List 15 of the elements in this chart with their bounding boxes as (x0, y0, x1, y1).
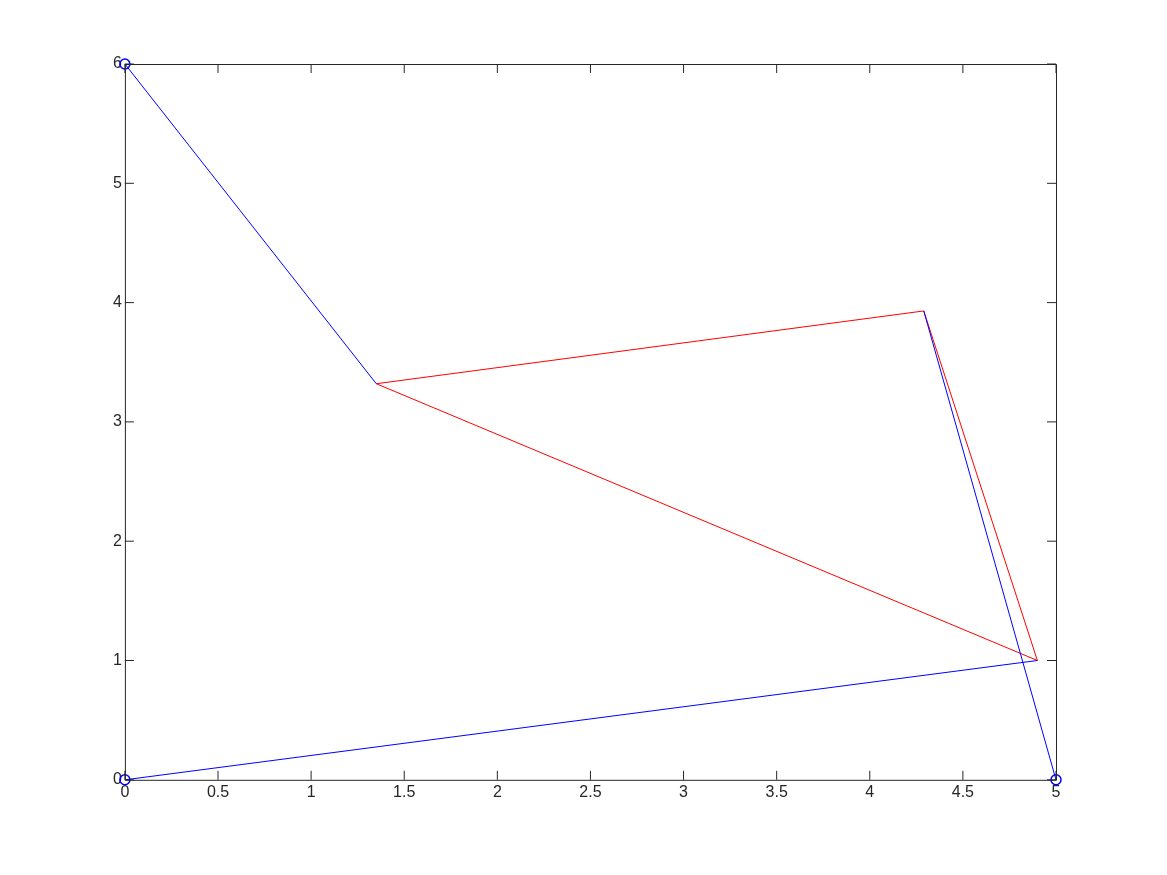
x-tick-label: 1 (306, 782, 316, 800)
x-tick-label: 3 (679, 782, 689, 800)
x-tick-label: 5 (1051, 782, 1061, 800)
x-tick-label: 3.5 (765, 782, 788, 800)
y-tick-label: 3 (112, 412, 122, 430)
x-tick-label: 4 (865, 782, 875, 800)
y-tick-label: 4 (112, 293, 122, 311)
y-tick-label: 2 (112, 531, 122, 549)
x-tick-label: 1.5 (393, 782, 416, 800)
x-tick-label: 0.5 (206, 782, 230, 800)
x-tick-label: 2 (492, 782, 502, 800)
x-tick-label: 2.5 (579, 782, 602, 800)
y-tick-label: 1 (112, 650, 122, 668)
y-tick-label: 5 (112, 173, 122, 191)
x-tick-label: 4.5 (951, 782, 975, 800)
